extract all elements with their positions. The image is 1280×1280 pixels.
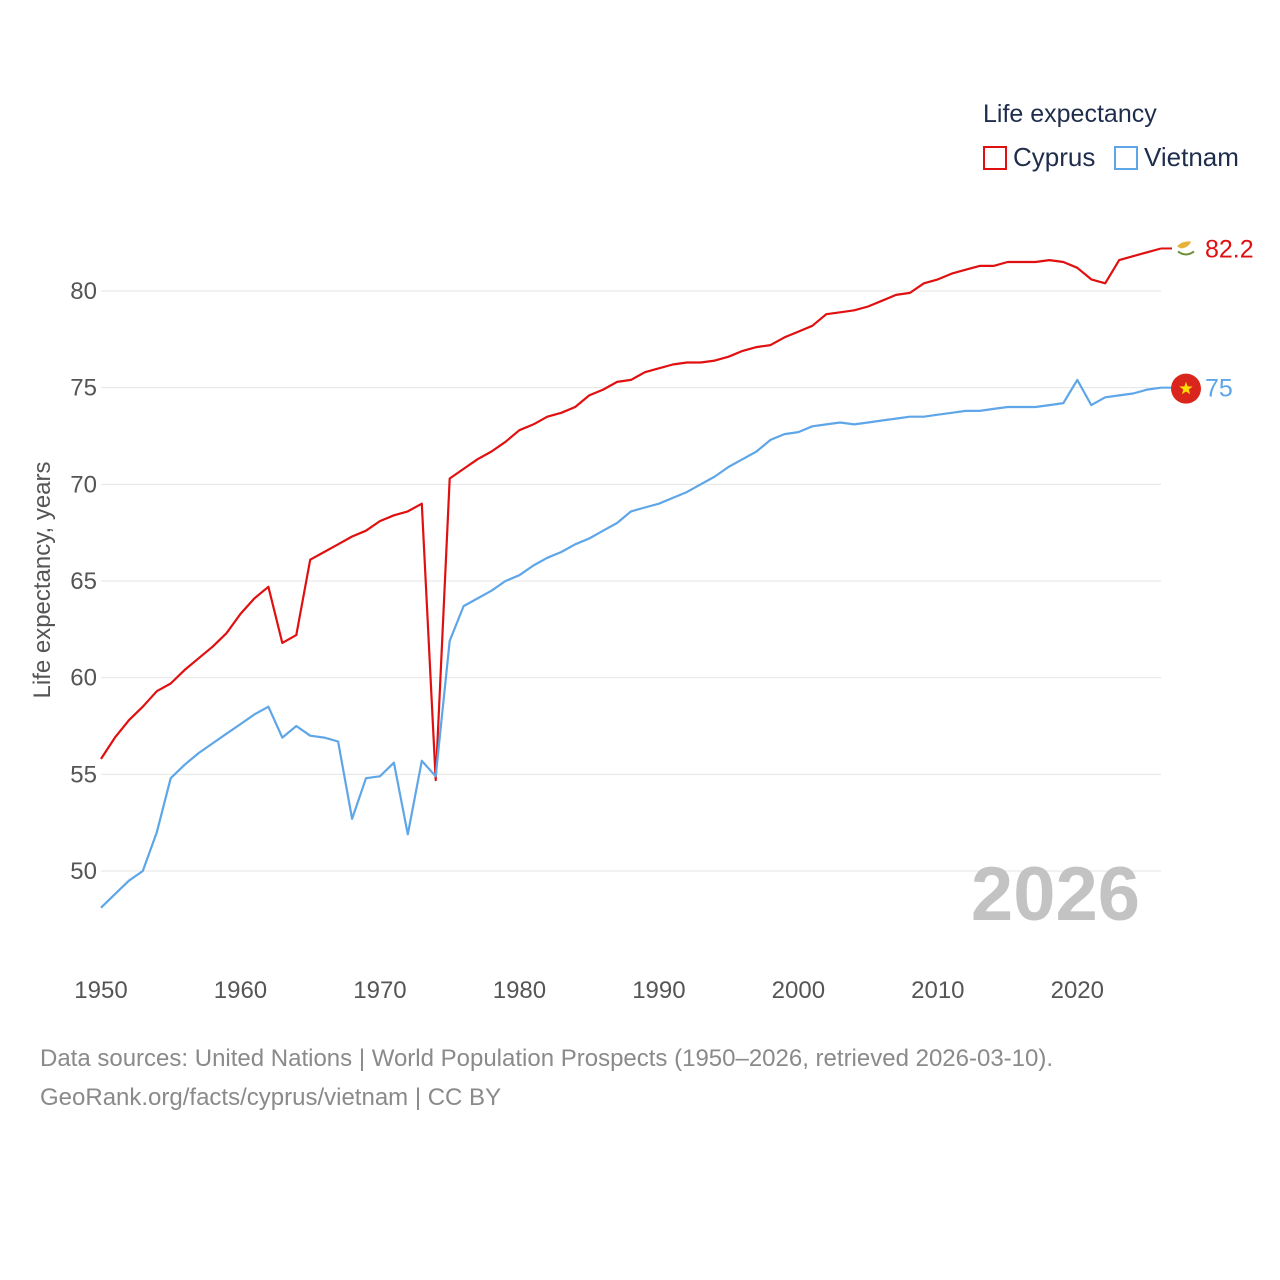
series-line-cyprus — [100, 247, 1162, 782]
end-label-cyprus: 82.2 — [1205, 235, 1254, 263]
source-line-1: Data sources: United Nations | World Pop… — [40, 1045, 1054, 1072]
x-tick-label-1980: 1980 — [493, 977, 546, 1004]
y-tick-label-50: 50 — [70, 858, 97, 885]
x-tick-label-2020: 2020 — [1051, 977, 1104, 1004]
y-tick-label-60: 60 — [70, 665, 97, 692]
grid-lines — [101, 290, 1161, 872]
x-tick-label-2010: 2010 — [911, 977, 964, 1004]
legend-swatch-cyprus — [983, 145, 1007, 170]
y-tick-label-55: 55 — [70, 761, 97, 788]
end-label-vietnam: 75 — [1205, 375, 1233, 403]
x-tick-label-2000: 2000 — [772, 977, 825, 1004]
vietnam-flag-icon — [1161, 373, 1201, 404]
y-tick-label-80: 80 — [70, 278, 97, 305]
legend-label-cyprus: Cyprus — [1013, 142, 1096, 172]
legend-title: Life expectancy — [983, 100, 1157, 128]
cyprus-flag-icon — [1161, 241, 1195, 256]
y-tick-label-70: 70 — [70, 471, 97, 498]
series-line-vietnam — [100, 378, 1162, 909]
legend-label-vietnam: Vietnam — [1144, 142, 1239, 172]
legend-item-vietnam[interactable]: Vietnam — [1114, 142, 1239, 173]
source-line-2[interactable]: GeoRank.org/facts/cyprus/vietnam | CC BY — [40, 1084, 502, 1111]
legend-swatch-vietnam — [1114, 145, 1138, 170]
y-tick-label-75: 75 — [70, 375, 97, 402]
x-tick-label-1990: 1990 — [632, 977, 685, 1004]
series-group: 82.2 75 — [100, 235, 1254, 909]
x-tick-label-1960: 1960 — [214, 977, 267, 1004]
year-watermark: 2026 — [971, 852, 1140, 937]
y-tick-label-65: 65 — [70, 568, 97, 595]
y-axis-ticks: 50 55 60 65 70 75 80 — [70, 278, 97, 885]
legend-item-cyprus[interactable]: Cyprus — [983, 142, 1095, 173]
x-axis-ticks: 1950 1960 1970 1980 1990 2000 2010 2020 — [74, 977, 1104, 1004]
y-axis-label: Life expectancy, years — [29, 461, 56, 698]
x-tick-label-1970: 1970 — [353, 977, 406, 1004]
x-tick-label-1950: 1950 — [74, 977, 127, 1004]
